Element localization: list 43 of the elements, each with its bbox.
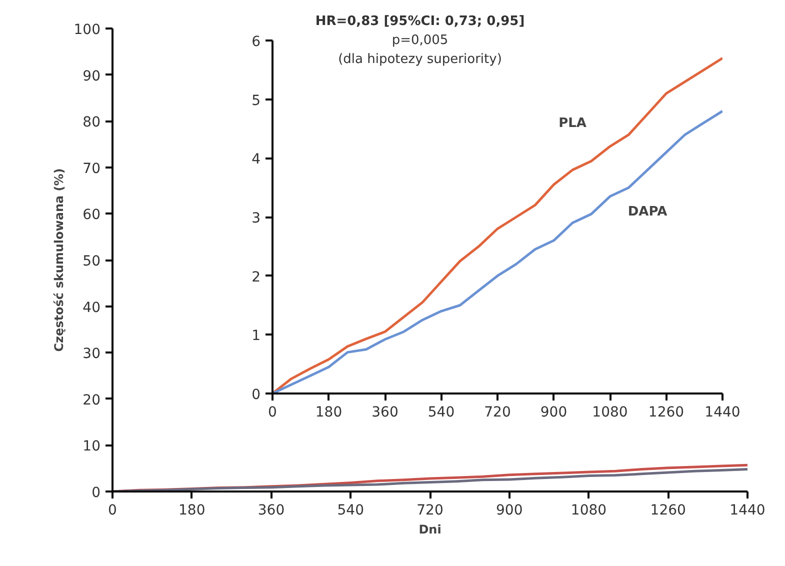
y-tick-label: 20: [82, 392, 101, 408]
y-tick-label: 0: [252, 387, 261, 403]
y-tick-label: 6: [252, 34, 261, 50]
x-tick-label: 1080: [570, 502, 607, 518]
y-tick-label: 80: [82, 114, 101, 131]
x-tick-label: 540: [428, 404, 455, 420]
y-tick-label: 0: [92, 485, 101, 501]
y-tick-label: 4: [252, 152, 261, 168]
x-tick-label: 360: [258, 502, 285, 518]
y-tick-label: 10: [82, 438, 101, 455]
y-tick-label: 3: [252, 210, 261, 226]
y-tick-label: 50: [82, 254, 101, 270]
annotation: (dla hipotezy superiority): [338, 51, 502, 69]
y-tick-label: 90: [82, 68, 101, 84]
y-tick-label: 2: [252, 269, 261, 286]
annotation: HR=0,83 [95%CI: 0,73; 0,95]: [315, 13, 525, 31]
y-tick-label: 1: [252, 328, 261, 344]
x-axis-title: Dni: [418, 522, 442, 536]
x-tick-label: 0: [268, 404, 277, 420]
text: PLA: [558, 116, 586, 132]
y-axis-title: Częstość skumulowana (%): [52, 168, 66, 352]
annotation: p=0,005: [392, 32, 448, 50]
x-tick-label: 360: [372, 404, 398, 420]
x-tick-label: 540: [337, 502, 364, 518]
y-tick-label: 5: [252, 92, 261, 109]
x-tick-label: 180: [315, 404, 342, 420]
x-tick-label: 1440: [704, 404, 740, 420]
x-tick-label: 1440: [730, 502, 766, 518]
x-tick-label: 180: [178, 502, 206, 518]
x-tick-label: 1260: [648, 404, 684, 420]
y-tick-label: 30: [82, 346, 101, 362]
x-tick-label: 1260: [650, 502, 686, 518]
x-tick-label: 1080: [592, 404, 628, 420]
y-tick-label: 70: [82, 160, 101, 177]
y-tick-label: 40: [82, 300, 101, 316]
x-tick-label: 0: [108, 502, 117, 518]
series-label: DAPA: [628, 204, 668, 220]
x-tick-label: 900: [496, 502, 523, 518]
x-tick-label: 720: [416, 502, 444, 518]
y-tick-label: 60: [82, 207, 101, 224]
x-tick-label: 720: [484, 404, 511, 420]
y-tick-label: 100: [74, 22, 101, 38]
x-tick-label: 900: [540, 404, 568, 420]
